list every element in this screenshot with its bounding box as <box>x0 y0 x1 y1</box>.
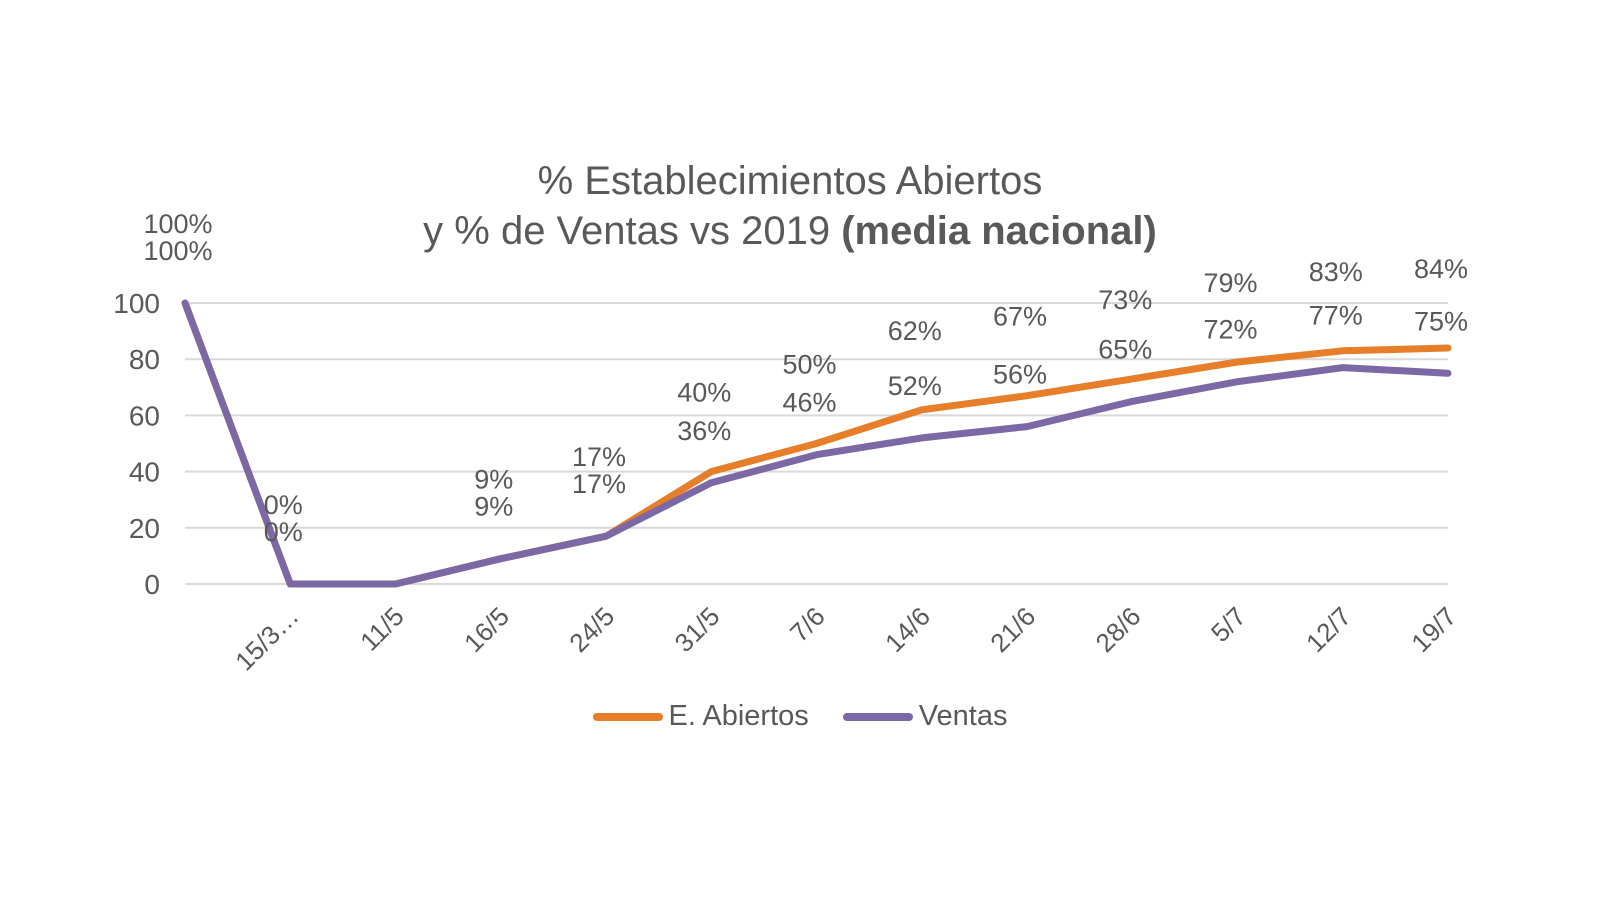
y-axis-tick-label: 0 <box>144 569 160 600</box>
series-line-e-abiertos <box>181 299 1452 588</box>
data-label-ventas: 17% <box>572 469 626 499</box>
data-label-ventas: 56% <box>993 360 1047 390</box>
data-label-e-abiertos: 83% <box>1309 257 1363 287</box>
data-label-e-abiertos: 67% <box>993 302 1047 332</box>
legend-item-e-abiertos: E. Abiertos <box>592 700 809 733</box>
y-axis-tick-label: 80 <box>129 344 160 375</box>
chart-title-line2: y % de Ventas vs 2019 (media nacional) <box>0 206 1580 256</box>
chart-title-line2-bold-text: (media nacional) <box>841 209 1157 253</box>
x-axis-tick-label: 24/5 <box>563 601 620 658</box>
legend-label-e-abiertos: E. Abiertos <box>668 700 809 732</box>
data-label-ventas: 52% <box>888 371 942 401</box>
legend: E. Abiertos Ventas <box>0 700 1600 733</box>
data-label-e-abiertos: 9% <box>474 465 513 495</box>
data-label-e-abiertos: 84% <box>1414 254 1468 284</box>
data-label-e-abiertos: 100% <box>143 209 212 239</box>
data-label-e-abiertos: 62% <box>888 316 942 346</box>
data-label-e-abiertos: 73% <box>1098 285 1152 315</box>
x-axis-tick-label: 11/5 <box>354 601 410 657</box>
x-axis-tick-label: 19/7 <box>1405 601 1462 658</box>
x-axis-tick-label: 12/7 <box>1300 601 1357 658</box>
data-label-ventas: 0% <box>264 517 303 547</box>
e-abiertos-line-swatch-icon <box>592 712 663 721</box>
data-label-ventas: 75% <box>1414 306 1468 336</box>
x-axis-tick-label: 28/6 <box>1089 601 1146 658</box>
y-axis-tick-label: 20 <box>129 513 160 544</box>
legend-item-ventas: Ventas <box>842 700 1008 733</box>
data-label-ventas: 9% <box>474 492 513 522</box>
x-axis-tick-label: 14/6 <box>879 601 936 658</box>
chart-title-line1: % Establecimientos Abiertos <box>0 156 1580 206</box>
y-axis-tick-label: 40 <box>129 457 160 488</box>
data-label-e-abiertos: 0% <box>264 490 303 520</box>
x-axis-tick-label: 7/6 <box>784 601 831 648</box>
chart-title: % Establecimientos Abiertos y % de Venta… <box>0 156 1580 256</box>
x-axis-tick-label: 5/7 <box>1205 601 1252 648</box>
ventas-line-swatch-icon <box>842 712 913 721</box>
chart-title-line2-regular-text: y % de Ventas vs 2019 <box>423 209 842 253</box>
data-label-e-abiertos: 50% <box>782 350 836 380</box>
data-label-ventas: 36% <box>677 416 731 446</box>
data-label-e-abiertos: 40% <box>677 378 731 408</box>
x-axis-tick-label: 15/3… <box>229 601 304 676</box>
chart-title-line1-text: % Establecimientos Abiertos <box>537 159 1043 203</box>
data-label-ventas: 65% <box>1098 334 1152 364</box>
x-axis-tick-label: 16/5 <box>458 601 515 658</box>
data-label-ventas: 46% <box>782 388 836 418</box>
data-label-ventas: 72% <box>1203 315 1257 345</box>
data-label-ventas: 77% <box>1309 301 1363 331</box>
data-label-e-abiertos: 79% <box>1203 268 1257 298</box>
data-label-ventas: 100% <box>143 236 212 266</box>
series-line-ventas <box>181 299 1452 588</box>
y-axis-tick-label: 100 <box>113 288 160 319</box>
data-label-e-abiertos: 17% <box>572 442 626 472</box>
legend-label-ventas: Ventas <box>918 700 1008 732</box>
x-axis-tick-label: 21/6 <box>984 601 1041 658</box>
x-axis-tick-label: 31/5 <box>668 601 725 658</box>
y-axis-tick-label: 60 <box>129 400 160 431</box>
